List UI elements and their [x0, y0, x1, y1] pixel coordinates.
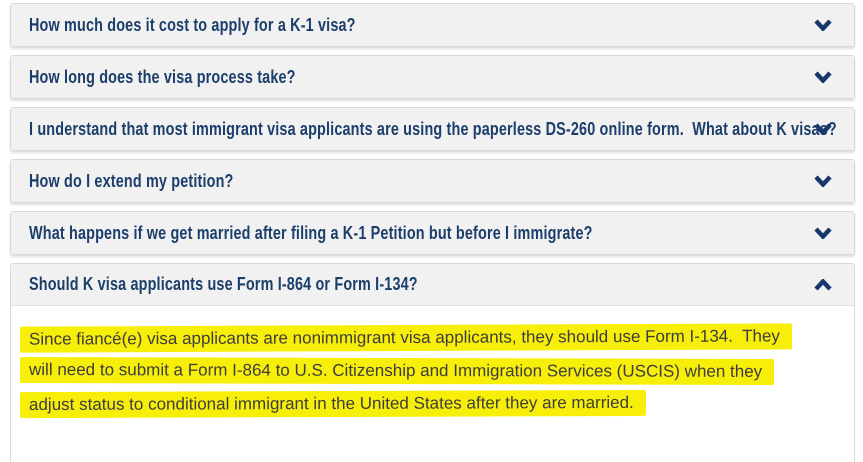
accordion-header[interactable]: Should K visa applicants use Form I-864 … [11, 264, 854, 306]
accordion-item-ds260: I understand that most immigrant visa ap… [10, 107, 855, 151]
accordion-header[interactable]: How long does the visa process take? [11, 56, 854, 98]
question-label: I understand that most immigrant visa ap… [29, 118, 837, 139]
accordion-item-cost: How much does it cost to apply for a K-1… [10, 3, 855, 47]
highlighted-answer-text: will need to submit a Form I-864 to U.S.… [19, 357, 775, 385]
accordion-item-processing-time: How long does the visa process take? [10, 55, 855, 99]
answer-line: adjust status to conditional immigrant i… [19, 389, 840, 424]
question-label: Should K visa applicants use Form I-864 … [29, 274, 418, 294]
question-label: How much does it cost to apply for a K-1… [29, 14, 356, 35]
question-label: How do I extend my petition? [29, 170, 234, 191]
accordion-header[interactable]: I understand that most immigrant visa ap… [11, 108, 854, 150]
answer-line: Since fiancé(e) visa applicants are noni… [19, 323, 840, 358]
answer-panel: Since fiancé(e) visa applicants are noni… [11, 306, 854, 462]
highlighted-answer-text: adjust status to conditional immigrant i… [19, 389, 646, 419]
accordion-item-extend-petition: How do I extend my petition? [10, 159, 855, 203]
question-label: What happens if we get married after fil… [29, 222, 593, 243]
question-label: How long does the visa process take? [29, 66, 296, 87]
accordion-header[interactable]: How do I extend my petition? [11, 160, 854, 202]
chevron-down-icon[interactable] [814, 19, 832, 31]
chevron-up-icon[interactable] [814, 278, 832, 291]
chevron-down-icon[interactable] [814, 71, 832, 83]
highlighted-answer-text: Since fiancé(e) visa applicants are noni… [19, 323, 792, 353]
accordion-header[interactable]: How much does it cost to apply for a K-1… [11, 4, 854, 46]
accordion-header[interactable]: What happens if we get married after fil… [11, 212, 854, 254]
chevron-down-icon[interactable] [814, 227, 832, 239]
chevron-down-icon[interactable] [814, 123, 832, 135]
chevron-down-icon[interactable] [814, 175, 832, 187]
answer-line: will need to submit a Form I-864 to U.S.… [19, 357, 840, 391]
accordion-item-married-before-immigrate: What happens if we get married after fil… [10, 211, 855, 255]
accordion-item-i864-i134: Should K visa applicants use Form I-864 … [10, 263, 855, 462]
